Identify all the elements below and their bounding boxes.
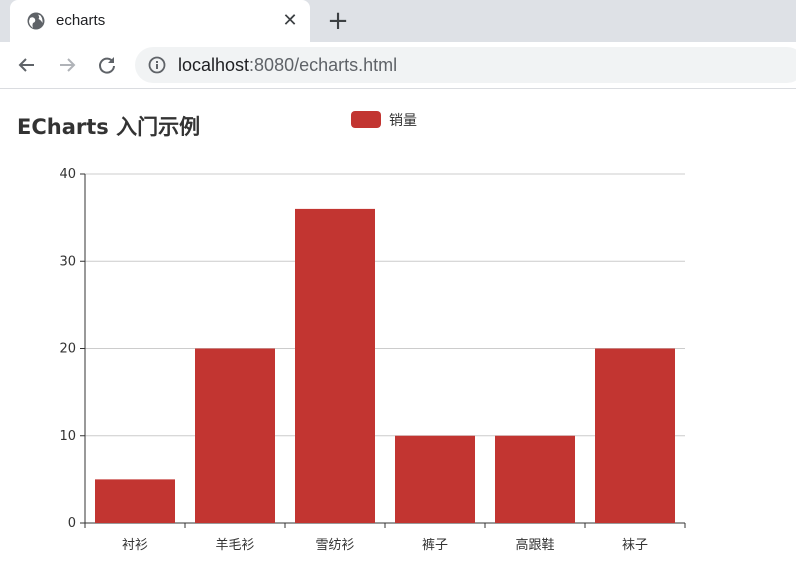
tab-strip: echarts ✕ +	[0, 0, 796, 42]
tab-title: echarts	[56, 12, 106, 29]
x-tick-label: 袜子	[622, 538, 648, 553]
url-path: :8080/echarts.html	[249, 55, 398, 75]
url-text[interactable]: localhost:8080/echarts.html	[178, 55, 397, 76]
x-tick-label: 高跟鞋	[515, 537, 554, 553]
browser-tab[interactable]: echarts ✕	[10, 0, 310, 42]
close-tab-icon[interactable]: ✕	[282, 10, 298, 31]
back-arrow-icon[interactable]	[13, 51, 41, 79]
chart-title: ECharts 入门示例	[17, 115, 201, 139]
forward-arrow-icon[interactable]	[53, 51, 81, 79]
info-icon[interactable]	[147, 55, 167, 75]
bar	[95, 479, 175, 523]
x-tick-label: 雪纺衫	[315, 538, 354, 553]
y-tick-label: 40	[59, 167, 76, 182]
x-tick-label: 裤子	[422, 538, 448, 553]
bar	[195, 348, 275, 523]
globe-icon	[26, 11, 46, 31]
legend-swatch	[351, 111, 381, 128]
new-tab-button[interactable]: +	[327, 6, 349, 36]
y-tick-label: 20	[59, 342, 76, 357]
legend-label: 销量	[389, 113, 417, 129]
reload-icon[interactable]	[93, 51, 121, 79]
bar-chart: 0 10 20 30 40 衬衫 羊毛衫 雪纺衫 裤子 高跟鞋 袜子	[59, 167, 686, 553]
browser-toolbar: localhost:8080/echarts.html	[0, 42, 796, 89]
x-tick-label: 衬衫	[122, 538, 148, 553]
bar	[395, 435, 475, 523]
url-host: localhost	[178, 55, 250, 75]
bar	[595, 348, 675, 523]
x-tick-label: 羊毛衫	[215, 537, 254, 553]
bar	[295, 208, 375, 523]
address-bar[interactable]: localhost:8080/echarts.html	[135, 47, 796, 83]
y-tick-label: 30	[59, 254, 76, 269]
bar	[495, 435, 575, 523]
y-tick-label: 10	[59, 429, 76, 444]
page-content: ECharts 入门示例 销量 0 10 20 30 40 衬衫 羊毛衫 雪纺衫 裤子 高跟鞋 袜子	[0, 89, 796, 568]
y-tick-label: 0	[68, 516, 76, 531]
